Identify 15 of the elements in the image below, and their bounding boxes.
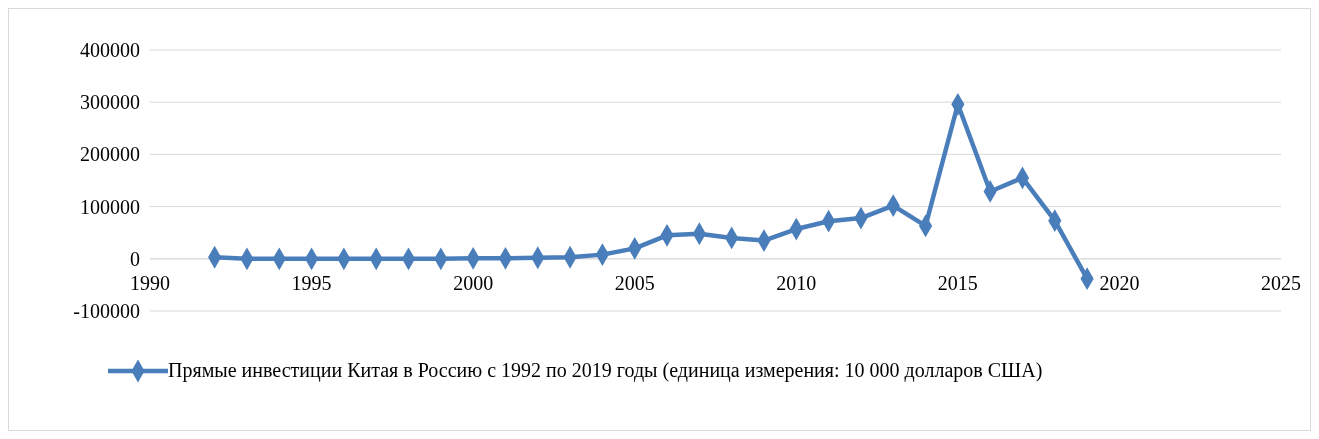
- x-tick-label: 2000: [453, 271, 494, 294]
- x-tick-label: 2025: [1261, 271, 1301, 294]
- y-tick-label: 0: [130, 247, 140, 270]
- x-tick-label: 2010: [776, 271, 817, 294]
- x-tick-label: 2020: [1099, 271, 1140, 294]
- x-tick-label: 1990: [130, 271, 170, 294]
- y-tick-label: 300000: [80, 91, 140, 114]
- x-tick-label: 2015: [937, 271, 978, 294]
- x-tick-label: 1995: [291, 271, 332, 294]
- y-tick-label: 200000: [80, 143, 140, 166]
- y-tick-label: 400000: [80, 39, 140, 61]
- y-tick-label: 100000: [80, 195, 140, 218]
- x-tick-label: 2005: [614, 271, 655, 294]
- legend-label: Прямые инвестиции Китая в Россию с 1992 по 2019 годы (единица измерения: 10 000 долларов США): [168, 358, 1044, 383]
- y-tick-label: -100000: [73, 300, 140, 322]
